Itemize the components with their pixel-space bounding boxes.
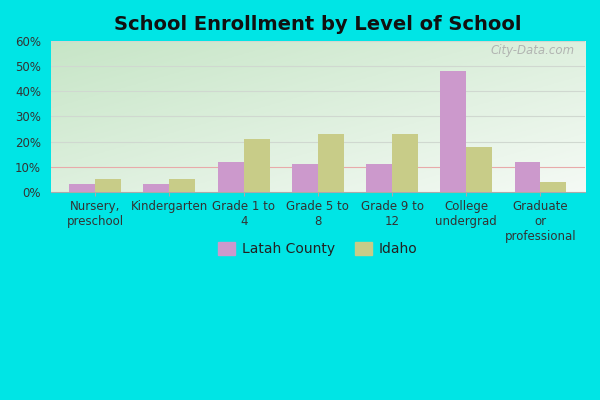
- Bar: [466, 146, 492, 192]
- Bar: [95, 179, 121, 192]
- Bar: [292, 164, 318, 192]
- Bar: [440, 71, 466, 192]
- Title: School Enrollment by Level of School: School Enrollment by Level of School: [114, 15, 521, 34]
- Bar: [541, 182, 566, 192]
- Text: City-Data.com: City-Data.com: [490, 44, 574, 57]
- Bar: [366, 164, 392, 192]
- Bar: [218, 162, 244, 192]
- Legend: Latah County, Idaho: Latah County, Idaho: [211, 235, 425, 263]
- Bar: [69, 184, 95, 192]
- Bar: [318, 134, 344, 192]
- Bar: [392, 134, 418, 192]
- Bar: [169, 179, 196, 192]
- Bar: [143, 184, 169, 192]
- Bar: [244, 139, 269, 192]
- Bar: [515, 162, 541, 192]
